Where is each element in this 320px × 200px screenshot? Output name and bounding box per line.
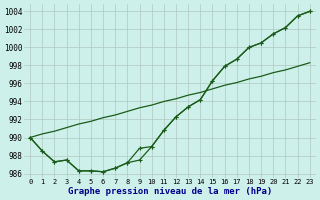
X-axis label: Graphe pression niveau de la mer (hPa): Graphe pression niveau de la mer (hPa) [68,187,272,196]
